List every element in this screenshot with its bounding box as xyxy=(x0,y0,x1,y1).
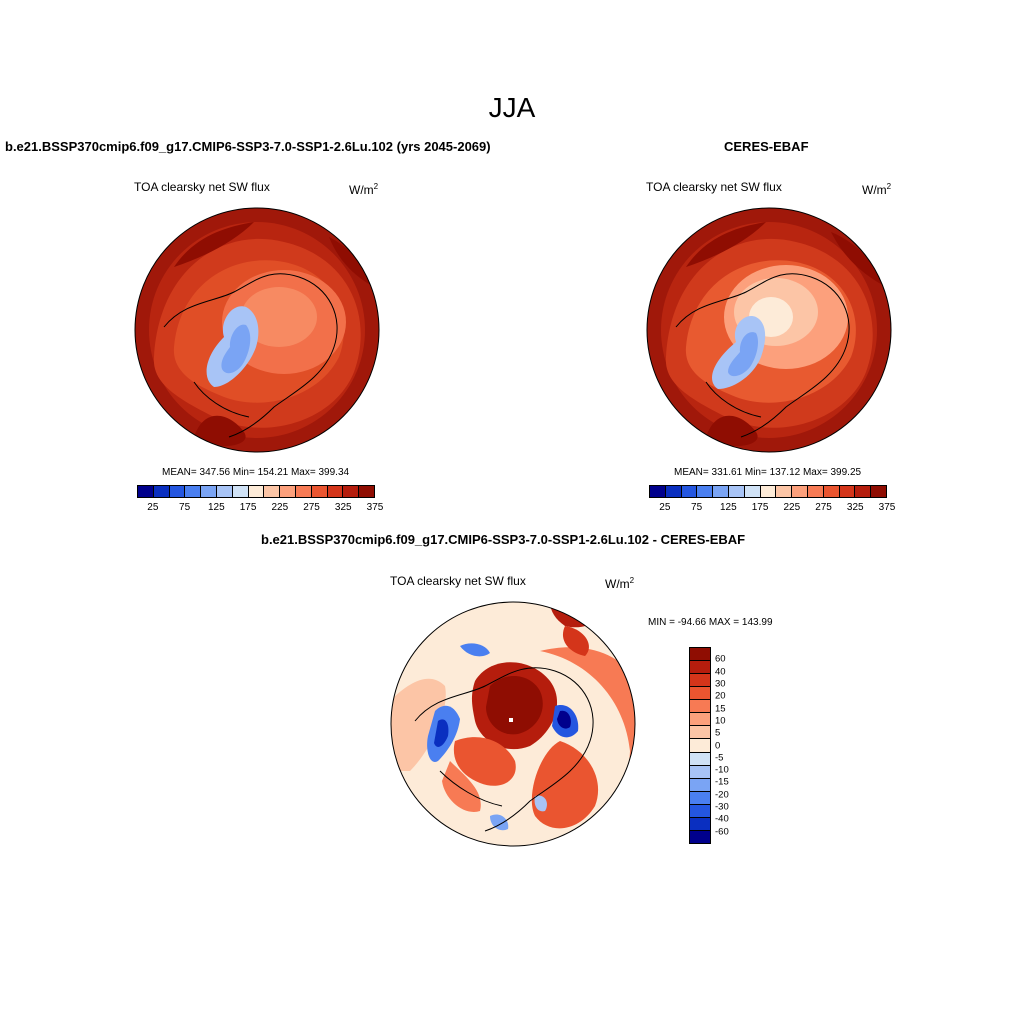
colorbar-swatch xyxy=(665,486,682,497)
colorbar-swatch xyxy=(697,486,714,497)
colorbar-tick-label: -40 xyxy=(715,813,729,825)
colorbar-swatch xyxy=(311,486,328,497)
colorbar-swatch xyxy=(690,713,710,727)
panel-3-polar-map xyxy=(390,601,636,847)
colorbar-tick-label: -60 xyxy=(715,826,729,838)
colorbar-tick-label: 75 xyxy=(691,502,703,513)
panel-1-variable-label: TOA clearsky net SW flux xyxy=(134,180,270,194)
colorbar-tick-label: -30 xyxy=(715,801,729,813)
panel-3-stats: MIN = -94.66 MAX = 143.99 xyxy=(648,617,773,628)
colorbar-swatch xyxy=(690,687,710,701)
colorbar-tick-label: 60 xyxy=(715,653,726,665)
colorbar-tick-label: 5 xyxy=(715,727,721,739)
colorbar-swatch xyxy=(343,486,360,497)
colorbar-swatch xyxy=(295,486,312,497)
colorbar-swatch xyxy=(359,486,374,497)
colorbar-swatch xyxy=(185,486,202,497)
panel-2-colorbar xyxy=(649,485,887,498)
colorbar-swatch xyxy=(728,486,745,497)
colorbar-tick-label: 275 xyxy=(303,502,320,513)
colorbar-tick-label: 375 xyxy=(366,502,384,513)
colorbar-swatch xyxy=(690,752,710,766)
colorbar-swatch xyxy=(327,486,344,497)
colorbar-swatch xyxy=(690,804,710,818)
colorbar-swatch xyxy=(690,648,710,662)
colorbar-swatch xyxy=(792,486,808,497)
panel-1-colorbar-ticks: 25 75 125 175 225 275 325 375 xyxy=(137,502,383,516)
panel-2-colorbar-ticks: 25 75 125 175 225 275 325 375 xyxy=(649,502,895,516)
panel-1-units-label: W/m2 xyxy=(349,182,379,197)
panel-2-units-label: W/m2 xyxy=(862,182,892,197)
colorbar-tick-label: 125 xyxy=(719,502,737,513)
colorbar-tick-label: 175 xyxy=(751,502,769,513)
colorbar-swatch xyxy=(807,486,824,497)
colorbar-swatch xyxy=(690,791,710,805)
panel-1-polar-map xyxy=(134,207,380,453)
colorbar-swatch xyxy=(690,765,710,779)
colorbar-tick-label: 15 xyxy=(715,703,726,715)
colorbar-swatch xyxy=(690,726,710,740)
panel-1-colorbar xyxy=(137,485,375,498)
colorbar-tick-label: 325 xyxy=(846,502,864,513)
colorbar-swatch xyxy=(690,700,710,714)
colorbar-tick-label: 75 xyxy=(179,502,191,513)
panel-3-colorbar xyxy=(689,647,711,844)
colorbar-swatch xyxy=(839,486,856,497)
colorbar-tick-label: 175 xyxy=(239,502,257,513)
colorbar-swatch xyxy=(690,661,710,675)
panel-2-variable-label: TOA clearsky net SW flux xyxy=(646,180,782,194)
colorbar-swatch xyxy=(650,486,666,497)
colorbar-swatch xyxy=(280,486,296,497)
colorbar-swatch xyxy=(169,486,186,497)
colorbar-tick-label: -20 xyxy=(715,789,729,801)
colorbar-swatch xyxy=(138,486,154,497)
figure-title: JJA xyxy=(488,92,536,123)
colorbar-swatch xyxy=(690,830,710,843)
panel-3-colorbar-ticks: 60 40 30 20 15 10 5 0 -5 -10 -15 -20 -30 -40 -60 xyxy=(715,647,755,844)
colorbar-tick-label: -15 xyxy=(715,776,729,788)
colorbar-tick-label: 20 xyxy=(715,690,726,702)
colorbar-swatch xyxy=(216,486,233,497)
colorbar-swatch xyxy=(690,674,710,688)
colorbar-swatch xyxy=(871,486,886,497)
colorbar-swatch xyxy=(760,486,777,497)
colorbar-swatch xyxy=(201,486,217,497)
colorbar-tick-label: 0 xyxy=(715,740,721,751)
panel-3-units-label: W/m2 xyxy=(605,576,635,591)
colorbar-tick-label: 375 xyxy=(878,502,896,513)
colorbar-tick-label: 225 xyxy=(783,502,801,513)
colorbar-tick-label: 30 xyxy=(715,678,726,690)
colorbar-tick-label: 125 xyxy=(207,502,225,513)
colorbar-swatch xyxy=(153,486,170,497)
colorbar-tick-label: 275 xyxy=(815,502,832,513)
colorbar-swatch xyxy=(264,486,281,497)
colorbar-swatch xyxy=(248,486,265,497)
colorbar-tick-label: -10 xyxy=(715,764,729,776)
colorbar-swatch xyxy=(713,486,729,497)
panel-1-title: b.e21.BSSP370cmip6.f09_g17.CMIP6-SSP3-7.… xyxy=(5,139,491,154)
panel-2-title: CERES-EBAF xyxy=(724,139,809,154)
colorbar-swatch xyxy=(232,486,249,497)
panel-3-variable-label: TOA clearsky net SW flux xyxy=(390,574,526,588)
colorbar-swatch xyxy=(690,778,710,792)
colorbar-swatch xyxy=(744,486,761,497)
colorbar-tick-label: 10 xyxy=(715,715,726,727)
panel-3-title: b.e21.BSSP370cmip6.f09_g17.CMIP6-SSP3-7.… xyxy=(261,532,746,547)
panel-2-stats: MEAN= 331.61 Min= 137.12 Max= 399.25 xyxy=(674,467,862,478)
colorbar-swatch xyxy=(776,486,793,497)
colorbar-tick-label: 225 xyxy=(271,502,289,513)
colorbar-tick-label: 325 xyxy=(334,502,352,513)
colorbar-swatch xyxy=(690,739,710,753)
colorbar-tick-label: 25 xyxy=(147,502,159,513)
colorbar-swatch xyxy=(855,486,872,497)
colorbar-tick-label: 25 xyxy=(659,502,671,513)
panel-1-stats: MEAN= 347.56 Min= 154.21 Max= 399.34 xyxy=(162,467,350,478)
colorbar-tick-label: -5 xyxy=(715,752,724,764)
panel-2-polar-map xyxy=(646,207,892,453)
colorbar-swatch xyxy=(681,486,698,497)
colorbar-swatch xyxy=(690,817,710,831)
colorbar-tick-label: 40 xyxy=(715,666,726,678)
colorbar-swatch xyxy=(823,486,840,497)
